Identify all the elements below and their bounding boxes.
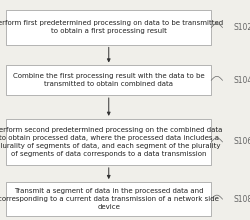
Text: Perform second predetermined processing on the combined data
to obtain processed: Perform second predetermined processing … — [0, 127, 222, 157]
Text: Transmit a segment of data in the processed data and
corresponding to a current : Transmit a segment of data in the proces… — [0, 188, 219, 210]
FancyBboxPatch shape — [6, 66, 211, 95]
Text: Combine the first processing result with the data to be
transmitted to obtain co: Combine the first processing result with… — [13, 73, 204, 87]
Text: S102: S102 — [234, 23, 250, 32]
FancyBboxPatch shape — [6, 182, 211, 216]
Text: S108: S108 — [234, 195, 250, 204]
FancyBboxPatch shape — [6, 119, 211, 165]
Text: S104: S104 — [234, 76, 250, 85]
Text: Perform first predetermined processing on data to be transmitted
to obtain a fir: Perform first predetermined processing o… — [0, 20, 223, 35]
Text: S106: S106 — [234, 138, 250, 146]
FancyBboxPatch shape — [6, 10, 211, 44]
